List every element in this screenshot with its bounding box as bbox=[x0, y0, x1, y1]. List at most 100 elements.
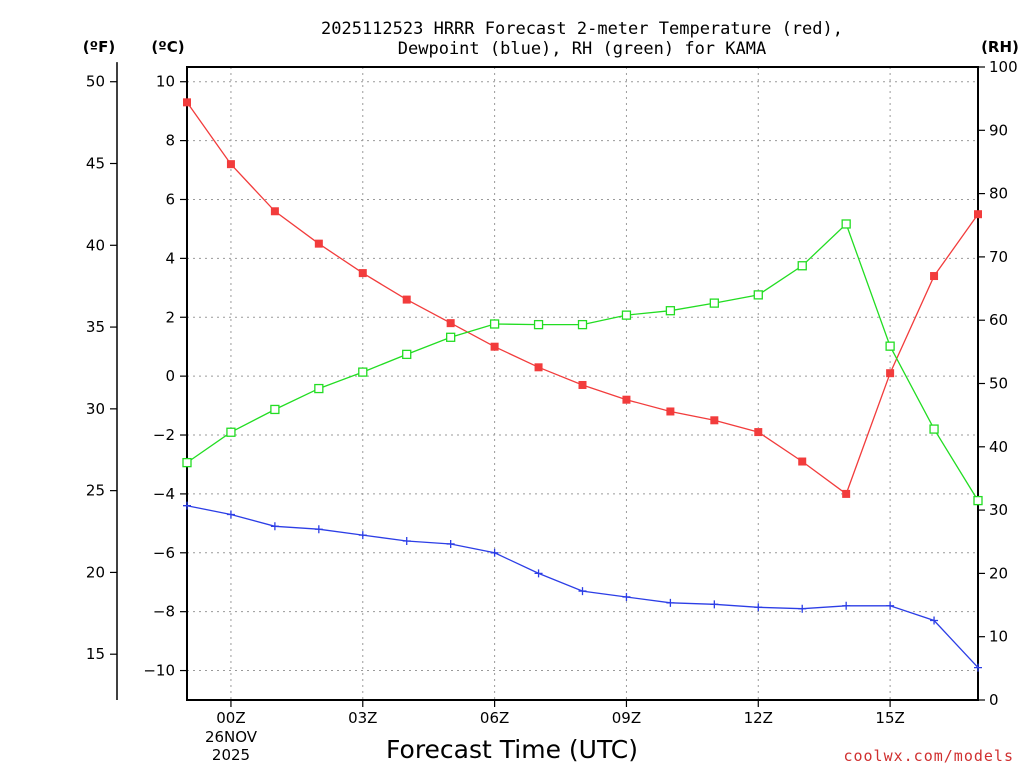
celsius-tick-label: −4 bbox=[153, 485, 175, 503]
dewpoint-point bbox=[490, 548, 499, 557]
dewpoint-point bbox=[534, 569, 543, 578]
series-temperature bbox=[183, 98, 982, 498]
watermark-text: coolwx.com/models bbox=[843, 747, 1014, 765]
rh-tick-label: 70 bbox=[989, 248, 1008, 266]
rh-point bbox=[446, 332, 456, 342]
rh-point bbox=[577, 319, 588, 330]
temperature-point bbox=[226, 160, 235, 169]
rh-tick-label: 50 bbox=[989, 375, 1008, 393]
rh-point bbox=[226, 427, 236, 437]
rh-point bbox=[665, 306, 676, 316]
celsius-tick-label: 0 bbox=[165, 367, 175, 385]
rh-point bbox=[314, 383, 324, 394]
chart-title-line1: 2025112523 HRRR Forecast 2-meter Tempera… bbox=[321, 19, 843, 39]
fahrenheit-tick-label: 20 bbox=[86, 563, 105, 581]
temperature-point bbox=[710, 416, 719, 425]
celsius-tick-label: 2 bbox=[165, 308, 175, 326]
rh-point bbox=[182, 457, 192, 468]
rh-tick-label: 40 bbox=[989, 438, 1008, 456]
rh-tick-label: 20 bbox=[989, 564, 1008, 582]
x-tick-label: 00Z bbox=[216, 709, 245, 727]
celsius-tick-label: 10 bbox=[156, 73, 175, 91]
dewpoint-point bbox=[578, 587, 587, 596]
series-rh bbox=[182, 219, 983, 506]
dewpoint-point bbox=[842, 601, 851, 610]
dewpoint-point bbox=[226, 510, 235, 519]
dewpoint-point bbox=[622, 592, 631, 601]
temperature-point bbox=[534, 363, 543, 372]
rh-point bbox=[797, 261, 807, 271]
temperature-point bbox=[974, 210, 982, 219]
celsius-unit-label: (ºC) bbox=[151, 38, 184, 56]
temperature-point bbox=[446, 319, 455, 328]
fahrenheit-tick-label: 25 bbox=[86, 482, 105, 500]
celsius-tick-label: −8 bbox=[153, 603, 175, 621]
date-label-day: 26NOV bbox=[205, 728, 258, 746]
temperature-point bbox=[930, 272, 939, 281]
temperature-point bbox=[314, 239, 323, 248]
x-tick-label: 15Z bbox=[875, 709, 904, 727]
celsius-tick-label: 6 bbox=[165, 190, 175, 208]
fahrenheit-tick-label: 35 bbox=[86, 318, 105, 336]
rh-point bbox=[709, 298, 719, 308]
temperature-point bbox=[358, 269, 367, 278]
dewpoint-point bbox=[402, 537, 411, 546]
temperature-point bbox=[402, 295, 411, 304]
date-label-year: 2025 bbox=[212, 746, 250, 764]
rh-point bbox=[621, 310, 632, 320]
dewpoint-point bbox=[270, 522, 279, 531]
celsius-tick-label: −10 bbox=[143, 662, 175, 680]
temperature-point bbox=[183, 98, 191, 107]
celsius-tick-label: −6 bbox=[153, 544, 175, 562]
series-dewpoint bbox=[183, 501, 982, 672]
fahrenheit-tick-label: 45 bbox=[86, 155, 105, 173]
fahrenheit-tick-label: 50 bbox=[86, 73, 105, 91]
temperature-point bbox=[490, 342, 499, 351]
x-tick-label: 12Z bbox=[744, 709, 773, 727]
rh-unit-label: (RH) bbox=[981, 38, 1019, 56]
dewpoint-point bbox=[666, 598, 675, 607]
celsius-tick-label: 8 bbox=[165, 132, 175, 150]
dewpoint-point bbox=[358, 531, 367, 540]
rh-tick-label: 100 bbox=[989, 58, 1018, 76]
temperature-point bbox=[270, 207, 279, 216]
rh-tick-label: 60 bbox=[989, 311, 1008, 329]
rh-point bbox=[973, 495, 983, 506]
dewpoint-point bbox=[446, 539, 455, 548]
dewpoint-point bbox=[314, 525, 323, 534]
x-axis-label: Forecast Time (UTC) bbox=[386, 735, 638, 764]
x-tick-label: 03Z bbox=[348, 709, 377, 727]
rh-point bbox=[929, 424, 939, 434]
rh-tick-label: 90 bbox=[989, 121, 1008, 139]
rh-tick-label: 10 bbox=[989, 628, 1008, 646]
rh-tick-label: 30 bbox=[989, 501, 1008, 519]
x-tick-label: 09Z bbox=[612, 709, 641, 727]
fahrenheit-tick-label: 40 bbox=[86, 236, 105, 254]
x-tick-label: 06Z bbox=[480, 709, 509, 727]
dewpoint-line bbox=[186, 505, 979, 669]
dewpoint-point bbox=[974, 663, 982, 672]
data-series bbox=[182, 98, 983, 672]
dewpoint-point bbox=[754, 603, 763, 612]
rh-point bbox=[270, 404, 280, 415]
celsius-tick-label: −2 bbox=[153, 426, 175, 444]
dewpoint-point bbox=[710, 600, 719, 609]
temperature-point bbox=[622, 395, 631, 404]
rh-tick-label: 80 bbox=[989, 185, 1008, 203]
rh-point bbox=[402, 349, 412, 360]
rh-point bbox=[489, 319, 500, 329]
axes: 1086420−2−4−6−8−105045403530252015100908… bbox=[86, 58, 1018, 727]
celsius-tick-label: 4 bbox=[165, 249, 175, 267]
dewpoint-point bbox=[183, 501, 191, 510]
fahrenheit-tick-label: 15 bbox=[86, 645, 105, 663]
dewpoint-point bbox=[886, 601, 895, 610]
rh-point bbox=[533, 319, 544, 330]
temperature-point bbox=[754, 428, 763, 437]
rh-tick-label: 0 bbox=[989, 691, 999, 709]
temperature-point bbox=[842, 489, 851, 498]
fahrenheit-unit-label: (ºF) bbox=[83, 38, 115, 56]
rh-point bbox=[358, 367, 368, 377]
temperature-point bbox=[798, 457, 807, 466]
rh-point bbox=[753, 290, 763, 300]
